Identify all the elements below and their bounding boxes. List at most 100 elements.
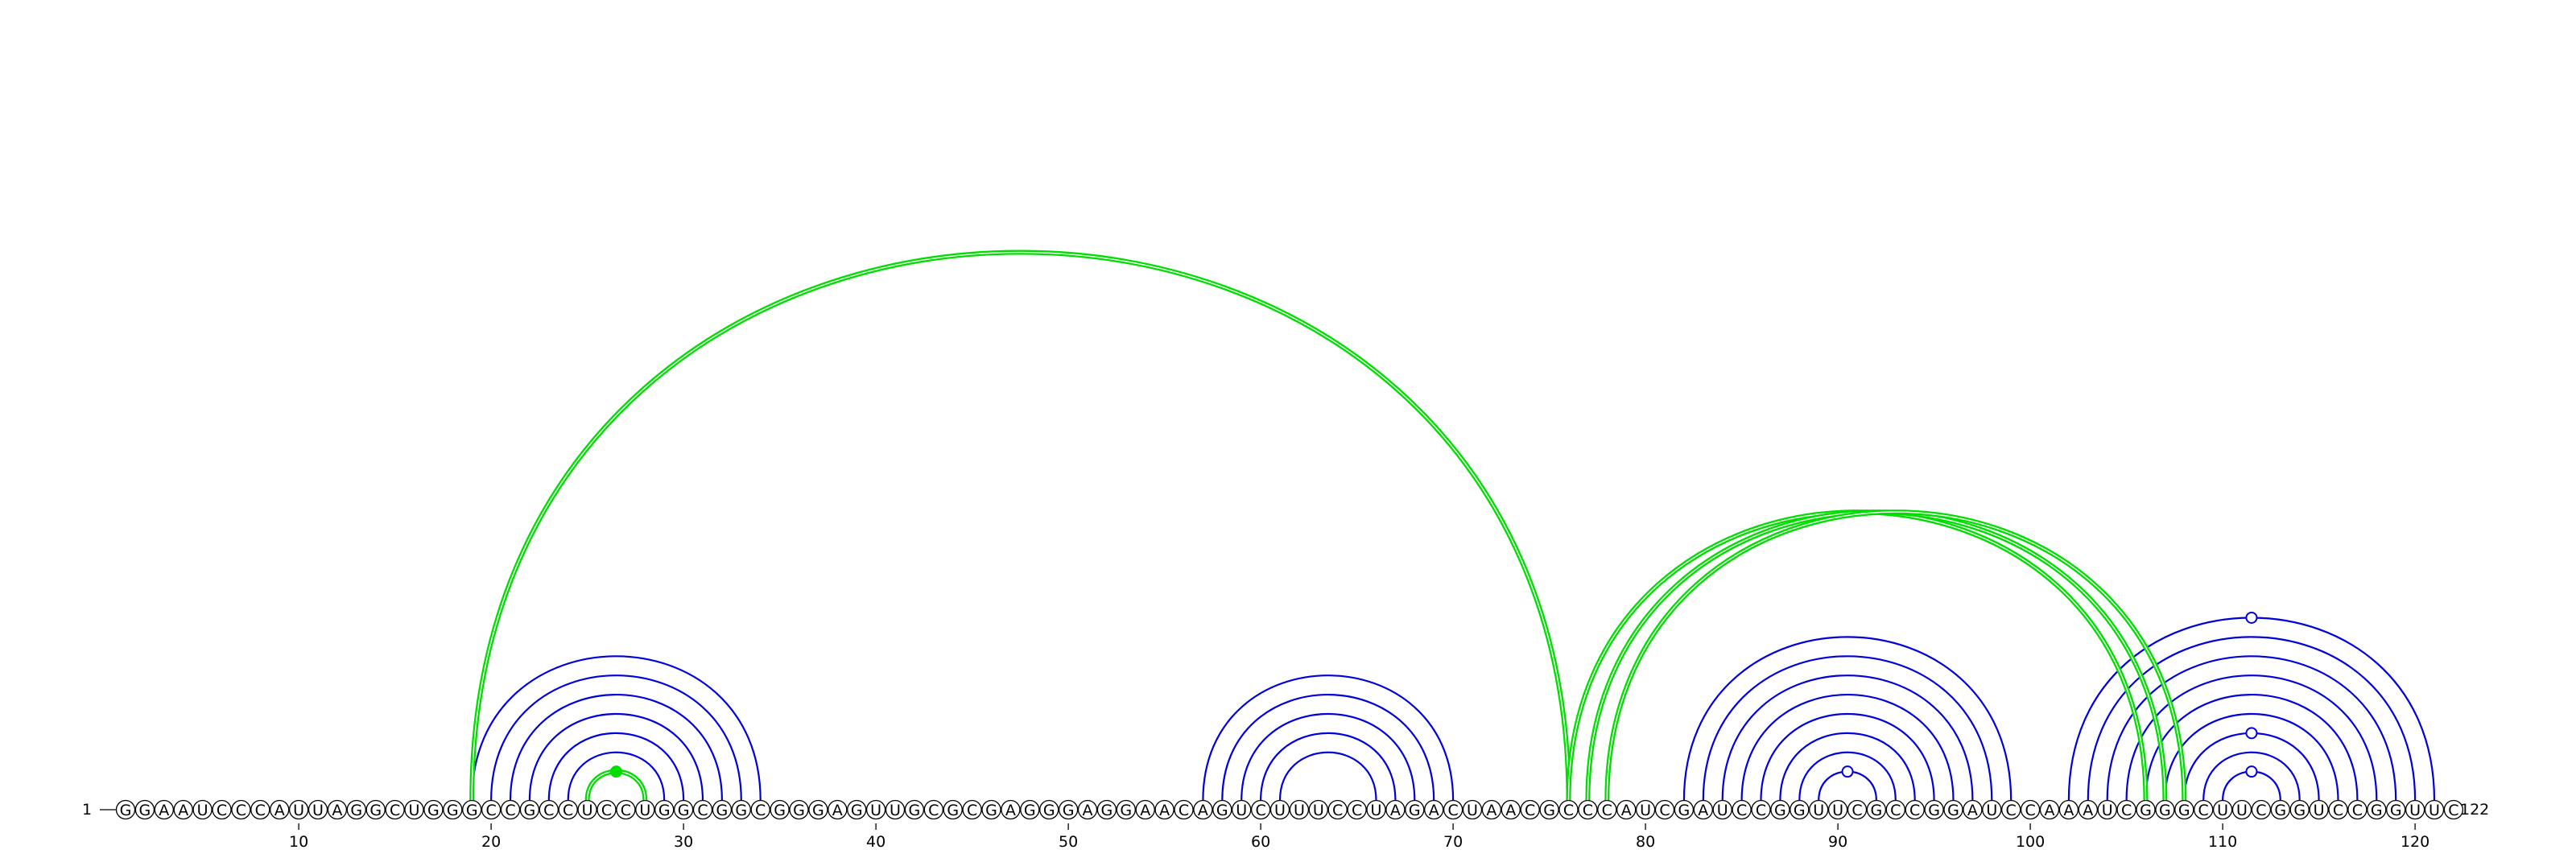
green-pair-arc xyxy=(1587,512,2165,800)
nucleotide-letter: C xyxy=(1583,802,1593,819)
nucleotide: U xyxy=(1232,801,1251,820)
blue-pair-arc-shadow xyxy=(2165,714,2338,801)
nucleotide: U xyxy=(1637,801,1655,820)
nucleotide-letter: G xyxy=(812,802,824,819)
nucleotide-letter: U xyxy=(890,802,901,819)
nucleotide-letter: A xyxy=(1005,802,1016,819)
pair-markers xyxy=(611,613,2257,777)
tick-label: 50 xyxy=(1059,833,1078,851)
nucleotide: U xyxy=(867,801,886,820)
nucleotide-letter: C xyxy=(217,802,227,819)
nucleotide: U xyxy=(1290,801,1308,820)
nucleotide-letter: A xyxy=(159,802,169,819)
nucleotide: U xyxy=(1713,801,1732,820)
nucleotide: C xyxy=(2021,801,2040,820)
nucleotide: G xyxy=(2290,801,2309,820)
nucleotide-letter: U xyxy=(870,802,881,819)
nucleotide: C xyxy=(1886,801,1905,820)
nucleotide: G xyxy=(1944,801,1963,820)
nucleotide-letter: C xyxy=(2198,802,2209,819)
nucleotide: A xyxy=(828,801,847,820)
tick-label: 70 xyxy=(1443,833,1463,851)
nucleotide-letter: U xyxy=(2429,802,2440,819)
nucleotide-letter: G xyxy=(1774,802,1786,819)
nucleotide: C xyxy=(2329,801,2347,820)
nucleotide-letter: A xyxy=(2063,802,2074,819)
green-pair-arc-core xyxy=(472,253,1568,801)
nucleotide: A xyxy=(1501,801,1520,820)
nucleotide: C xyxy=(1598,801,1616,820)
nucleotide-letter: U xyxy=(1986,802,1997,819)
blue-pair-arc xyxy=(2146,695,2358,800)
pair-marker xyxy=(2246,766,2256,777)
nucleotide-letter: G xyxy=(2274,802,2286,819)
nucleotide: G xyxy=(2368,801,2386,820)
nucleotide-letter: A xyxy=(1159,802,1170,819)
nucleotide: C xyxy=(2194,801,2213,820)
nucleotide: A xyxy=(2059,801,2078,820)
nucleotide: G xyxy=(520,801,539,820)
nucleotide-letter: C xyxy=(2333,802,2343,819)
nucleotide: C xyxy=(963,801,981,820)
nucleotide: U xyxy=(1271,801,1290,820)
nucleotide: C xyxy=(1252,801,1270,820)
nucleotide: C xyxy=(1752,801,1770,820)
nucleotide-letter: A xyxy=(1621,802,1632,819)
nucleotide-letter: C xyxy=(1332,802,1343,819)
nucleotide-letter: U xyxy=(1313,802,1324,819)
nucleotide-letter: G xyxy=(427,802,440,819)
nucleotide: C xyxy=(482,801,501,820)
nucleotide-letter: U xyxy=(2102,802,2113,819)
nucleotide: G xyxy=(655,801,674,820)
blue-pair-arc xyxy=(1761,714,1934,801)
nucleotide-letter: C xyxy=(1602,802,1612,819)
tick-label: 40 xyxy=(866,833,886,851)
nucleotide: C xyxy=(751,801,770,820)
nucleotide: G xyxy=(1021,801,1039,820)
nucleotide: U xyxy=(1810,801,1828,820)
nucleotide: A xyxy=(174,801,192,820)
blue-pair-arc xyxy=(1241,714,1414,801)
nucleotide-letter: C xyxy=(1447,802,1458,819)
nucleotide-letter: C xyxy=(1909,802,1920,819)
nucleotide-letter: C xyxy=(2121,802,2132,819)
tick-label: 10 xyxy=(289,833,308,851)
nucleotide: C xyxy=(1848,801,1867,820)
nucleotide: U xyxy=(309,801,328,820)
nucleotide: C xyxy=(232,801,250,820)
nucleotide-letter: G xyxy=(2293,802,2306,819)
nucleotide: A xyxy=(1617,801,1636,820)
nucleotide-letter: G xyxy=(1024,802,1036,819)
nucleotide: U xyxy=(290,801,308,820)
nucleotide: G xyxy=(1540,801,1558,820)
nucleotide: G xyxy=(982,801,1001,820)
nucleotide-letter: G xyxy=(985,802,997,819)
nucleotide: U xyxy=(405,801,423,820)
nucleotide: G xyxy=(905,801,923,820)
nucleotide: A xyxy=(270,801,289,820)
nucleotide: A xyxy=(1079,801,1097,820)
nucleotide-letter: G xyxy=(947,802,959,819)
nucleotide: G xyxy=(732,801,750,820)
nucleotide: A xyxy=(2079,801,2097,820)
nucleotide: C xyxy=(1174,801,1193,820)
nucleotide: U xyxy=(2214,801,2232,820)
nucleotide: C xyxy=(1656,801,1674,820)
nucleotide-letter: U xyxy=(639,802,650,819)
nucleotide: G xyxy=(943,801,962,820)
nucleotide-letter: A xyxy=(1486,802,1496,819)
nucleotide-letter: G xyxy=(678,802,690,819)
nucleotide-letter: U xyxy=(2409,802,2421,819)
nucleotide-letter: G xyxy=(139,802,151,819)
nucleotide: A xyxy=(1425,801,1443,820)
nucleotide: C xyxy=(597,801,616,820)
nucleotide-letter: C xyxy=(505,802,515,819)
pair-marker xyxy=(2246,613,2256,623)
nucleotide: U xyxy=(1983,801,2001,820)
blue-pair-arc-shadow xyxy=(472,656,761,800)
nucleotide: G xyxy=(1771,801,1790,820)
nucleotide-letter: A xyxy=(1390,802,1401,819)
nucleotide-letter: C xyxy=(2448,802,2458,819)
nucleotide-letter: A xyxy=(1505,802,1516,819)
nucleotide: U xyxy=(2425,801,2444,820)
